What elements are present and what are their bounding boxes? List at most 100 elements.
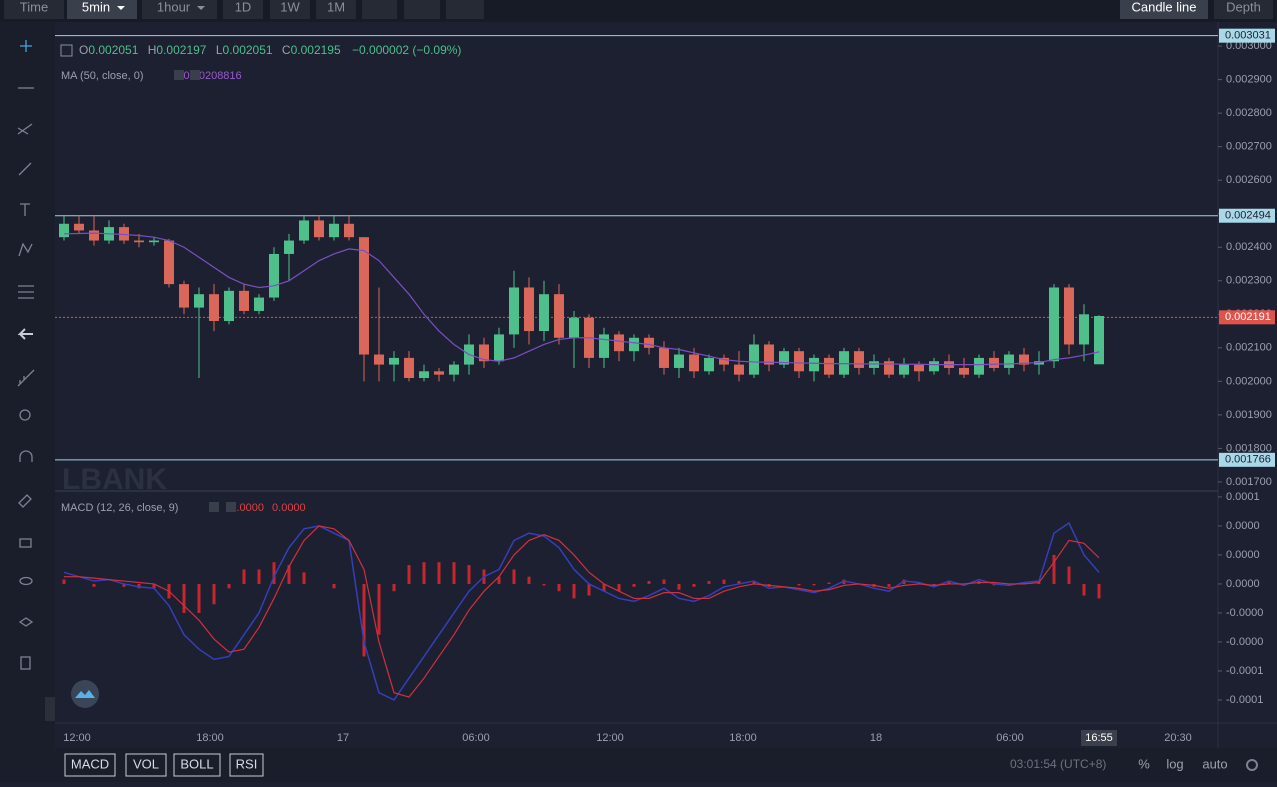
candle-body: [764, 344, 774, 365]
candle-body: [734, 364, 744, 375]
histogram-bar: [437, 562, 441, 584]
indicator-button[interactable]: [64, 753, 116, 777]
histogram-bar: [197, 583, 201, 613]
indicator-button[interactable]: [125, 753, 167, 777]
histogram-bar: [542, 583, 546, 586]
toolbar-button[interactable]: [4, 0, 64, 19]
x-tick-label: 12:00: [596, 732, 624, 744]
candle-body: [1049, 287, 1059, 362]
price-line-label: 0.003031: [1225, 30, 1271, 42]
histogram-bar: [557, 583, 561, 592]
toolbar-button[interactable]: [1214, 0, 1273, 19]
toolbar-button[interactable]: [223, 0, 263, 19]
toolbar-icon-button[interactable]: [404, 0, 440, 19]
y-tick-label: -0.0000: [1226, 607, 1263, 619]
x-tick-label: 06:00: [996, 732, 1024, 744]
visibility-tool[interactable]: [19, 576, 33, 586]
candle-body: [299, 220, 309, 241]
candle-body: [359, 237, 369, 355]
candle-body: [674, 354, 684, 368]
back-tool[interactable]: [17, 328, 33, 340]
candle-body: [779, 351, 789, 365]
candle-body: [884, 361, 894, 375]
candle-body: [959, 367, 969, 375]
candle-body: [869, 361, 879, 368]
toolbar-icon-button[interactable]: [362, 0, 397, 19]
watermark: LBANK: [62, 463, 167, 496]
collapse-legend[interactable]: [60, 44, 73, 57]
ohlc-legend: O0.002051 H0.002197 L0.002051 C0.002195 …: [79, 43, 461, 57]
candle-body: [554, 294, 564, 338]
histogram-bar: [677, 583, 681, 590]
candle-body: [824, 357, 834, 375]
fib-tool[interactable]: [18, 285, 34, 299]
histogram-bar: [812, 583, 816, 586]
candle-body: [689, 354, 699, 372]
candle-body: [329, 223, 339, 238]
toolbar-button[interactable]: [67, 0, 137, 19]
collapse-button[interactable]: [45, 697, 55, 721]
histogram-bar: [617, 583, 621, 592]
h-value: 0.002197: [156, 43, 206, 57]
histogram-bar: [797, 583, 801, 586]
y-tick-label: 0.002400: [1226, 241, 1272, 253]
magnet-tool[interactable]: [19, 450, 33, 462]
c-key: C: [282, 43, 291, 57]
zoom-tool[interactable]: [19, 409, 31, 421]
pen-tool[interactable]: [18, 162, 32, 176]
y-tick-label: 0.002300: [1226, 275, 1272, 287]
histogram-bar: [692, 583, 696, 587]
crosshair-tool[interactable]: [20, 40, 32, 52]
settings-button[interactable]: [1246, 759, 1258, 771]
histogram-bar: [1052, 554, 1056, 584]
histogram-bar: [827, 582, 831, 584]
histogram-bar: [497, 576, 501, 584]
text-tool[interactable]: [20, 203, 30, 216]
sidebar: [0, 22, 55, 750]
macd-settings[interactable]: [209, 502, 219, 512]
x-tick-label: 17: [337, 732, 349, 744]
macd-close[interactable]: [226, 502, 236, 512]
layers-tool[interactable]: [18, 617, 34, 627]
candle-body: [719, 357, 729, 365]
time-cursor-tag: [1081, 730, 1117, 746]
candle-body: [449, 364, 459, 375]
change: −0.000002 (−0.09%): [352, 43, 461, 57]
lock-tool[interactable]: [19, 538, 32, 548]
histogram-bar: [947, 581, 951, 584]
scale-option[interactable]: log: [1166, 756, 1183, 771]
histogram-bar: [932, 583, 936, 586]
c-value: 0.002195: [291, 43, 341, 57]
indicator-button[interactable]: [173, 753, 221, 777]
ma-settings[interactable]: [174, 70, 184, 80]
candle-body: [74, 223, 84, 231]
candle-body: [89, 230, 99, 241]
histogram-bar: [62, 579, 66, 584]
measure-tool[interactable]: [17, 369, 35, 387]
indicator-button[interactable]: [229, 753, 264, 777]
y-tick-label: 0.002000: [1226, 375, 1272, 387]
toolbar-icon-button[interactable]: [446, 0, 484, 19]
histogram-bar: [182, 583, 186, 613]
histogram-bar: [287, 565, 291, 584]
signal-value: 0.0000: [272, 502, 306, 514]
scale-option[interactable]: %: [1138, 756, 1150, 771]
candle-body: [539, 294, 549, 332]
trend-tool[interactable]: [17, 123, 33, 135]
candle-body: [254, 297, 264, 311]
ma-close[interactable]: [190, 70, 200, 80]
last-price-tag: [1219, 310, 1275, 325]
scale-option[interactable]: auto: [1202, 756, 1227, 771]
y-tick-label: 0.003000: [1226, 40, 1272, 52]
delete-tool[interactable]: [20, 656, 31, 670]
toolbar-button[interactable]: [1120, 0, 1208, 19]
candle-body: [929, 361, 939, 372]
y-tick-label: 0.001800: [1226, 442, 1272, 454]
brush-tool[interactable]: [18, 494, 32, 508]
pattern-tool[interactable]: [18, 242, 33, 257]
ma-line: [63, 232, 1100, 366]
toolbar-button[interactable]: [270, 0, 310, 19]
ma-label: MA (50, close, 0): [61, 70, 144, 82]
toolbar-button[interactable]: [142, 0, 217, 19]
toolbar-button[interactable]: [316, 0, 356, 19]
